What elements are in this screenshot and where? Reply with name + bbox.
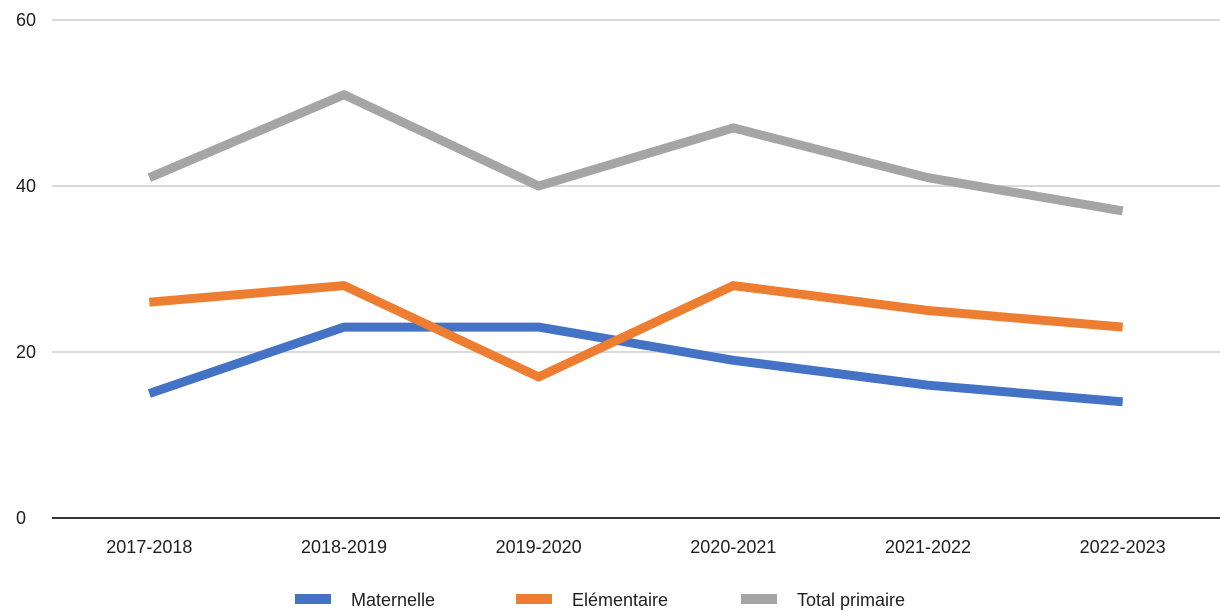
legend-item: Elémentaire	[516, 590, 668, 610]
series-line-total-primaire	[147, 90, 1124, 216]
legend-label: Maternelle	[351, 590, 435, 610]
series-lines	[147, 90, 1124, 407]
x-tick-label: 2021-2022	[885, 537, 971, 557]
legend-swatch	[741, 594, 777, 604]
x-tick-label: 2018-2019	[301, 537, 387, 557]
y-tick-label: 40	[16, 176, 36, 196]
y-tick-label: 20	[16, 342, 36, 362]
legend-item: Maternelle	[295, 590, 435, 610]
legend-swatch	[295, 594, 331, 604]
x-axis: 2017-2018 2018-2019 2019-2020 2020-2021 2021…	[52, 517, 1220, 557]
legend: Maternelle Elémentaire Total primaire	[295, 590, 905, 610]
legend-item: Total primaire	[741, 590, 905, 610]
x-tick-label: 2020-2021	[690, 537, 776, 557]
x-tick-label: 2019-2020	[496, 537, 582, 557]
y-tick-label: 60	[16, 10, 36, 30]
series-line-maternelle	[147, 322, 1124, 407]
x-tick-label: 2017-2018	[106, 537, 192, 557]
gridlines	[52, 19, 1220, 353]
legend-label: Total primaire	[797, 590, 905, 610]
y-tick-label: 0	[16, 508, 26, 528]
legend-swatch	[516, 594, 552, 604]
series-line-el-mentaire	[148, 281, 1124, 382]
y-axis: 0 20 40 60	[16, 10, 36, 528]
legend-label: Elémentaire	[572, 590, 668, 610]
x-tick-label: 2022-2023	[1080, 537, 1166, 557]
